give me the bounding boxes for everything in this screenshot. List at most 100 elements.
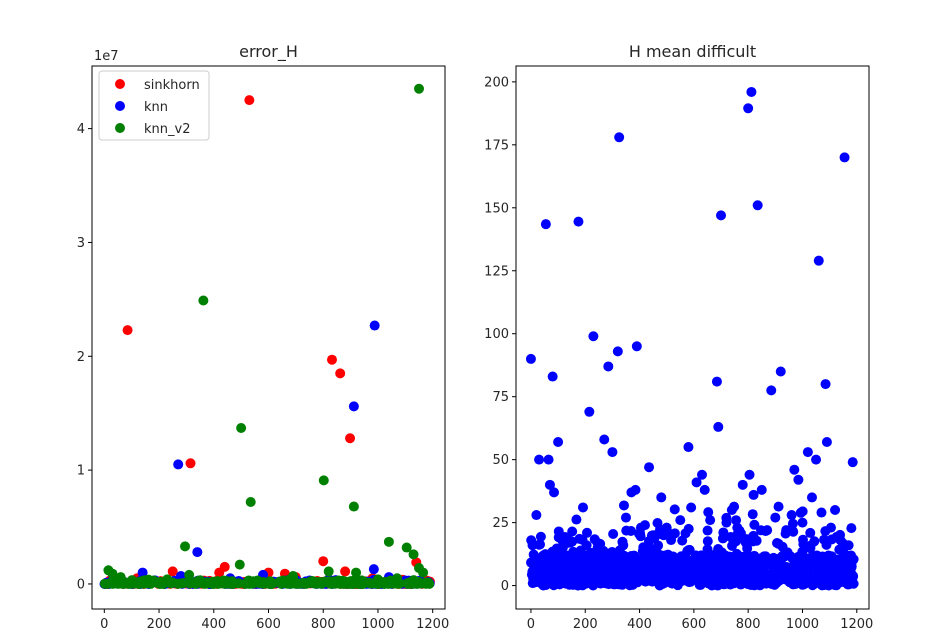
left-point-sinkhorn — [167, 566, 178, 577]
left-point-knn-v2 — [211, 576, 222, 587]
right-point-series — [756, 553, 767, 564]
right-point-series — [839, 152, 850, 163]
left-point-knn-v2 — [288, 570, 299, 581]
left-point-sinkhorn — [219, 561, 230, 572]
legend-label-knn-v2: knn_v2 — [144, 122, 190, 137]
right-point-series — [746, 86, 757, 97]
left-point-knn-v2 — [420, 578, 431, 589]
right-point-series — [621, 568, 632, 579]
left-series-knn — [99, 320, 435, 589]
left-y-tick-label: 4 — [77, 122, 85, 137]
right-chart-title: H mean difficult — [629, 42, 756, 61]
right-point-series — [578, 502, 588, 513]
right-point-series — [837, 554, 848, 565]
right-point-series — [817, 551, 828, 562]
right-y-tick-label: 75 — [492, 390, 509, 405]
right-point-series — [732, 522, 743, 533]
left-point-knn-v2 — [234, 559, 245, 570]
right-point-series — [683, 523, 694, 534]
right-point-series — [795, 507, 806, 518]
right-point-series — [730, 536, 741, 547]
right-point-series — [612, 346, 623, 357]
right-point-series — [599, 434, 610, 445]
right-point-series — [766, 385, 777, 396]
right-point-series — [724, 578, 735, 589]
right-point-series — [607, 447, 618, 458]
right-point-series — [749, 562, 760, 573]
right-point-series — [716, 210, 727, 221]
right-point-series — [657, 578, 668, 589]
right-point-series — [551, 563, 561, 574]
right-point-series — [699, 484, 710, 495]
right-point-series — [621, 525, 632, 536]
right-point-series — [613, 579, 624, 590]
right-point-series — [534, 539, 545, 550]
right-point-series — [801, 556, 812, 567]
right-point-series — [568, 564, 579, 575]
right-point-series — [603, 361, 614, 372]
left-point-knn-v2 — [252, 575, 263, 586]
right-point-series — [717, 547, 728, 558]
right-x-tick-label: 600 — [681, 617, 706, 632]
right-point-series — [639, 520, 650, 531]
left-y-offset-label: 1e7 — [94, 49, 119, 64]
left-x-tick-label: 600 — [256, 617, 281, 632]
right-y-tick-label: 175 — [484, 138, 509, 153]
left-point-knn-v2 — [298, 578, 309, 589]
left-x-tick-label: 400 — [201, 617, 226, 632]
right-point-series — [846, 523, 857, 534]
left-point-sinkhorn — [326, 354, 337, 365]
right-point-series — [813, 255, 824, 266]
left-point-knn-v2 — [180, 541, 191, 552]
right-point-series — [588, 331, 599, 342]
right-point-series — [788, 563, 799, 574]
right-point-series — [751, 535, 762, 546]
right-point-series — [781, 525, 792, 536]
right-point-series — [820, 379, 831, 390]
left-point-knn-v2 — [102, 578, 113, 589]
right-point-series — [741, 534, 752, 545]
left-point-knn-v2 — [372, 574, 383, 585]
left-point-knn-v2 — [184, 569, 195, 580]
left-legend: sinkhorn knn knn_v2 — [98, 70, 210, 141]
right-point-series — [802, 447, 813, 458]
right-point-series — [843, 540, 854, 551]
right-y-ticks: 0 25 50 75 100 125 150 175 200 — [484, 75, 516, 594]
right-x-tick-label: 200 — [573, 617, 598, 632]
legend-label-sinkhorn: sinkhorn — [144, 78, 200, 93]
right-point-series — [741, 566, 752, 577]
left-point-knn — [137, 567, 148, 578]
right-point-series — [746, 580, 757, 591]
right-point-series — [565, 556, 576, 567]
right-point-series — [571, 514, 582, 525]
left-point-knn-v2 — [392, 573, 403, 584]
legend-label-knn: knn — [144, 100, 168, 115]
right-point-series — [747, 509, 758, 520]
left-point-knn-v2 — [331, 576, 342, 587]
right-point-series — [797, 572, 808, 583]
right-point-series — [662, 549, 673, 560]
right-y-tick-label: 100 — [484, 327, 509, 342]
left-point-knn-v2 — [351, 567, 362, 578]
right-point-series — [643, 572, 654, 583]
left-point-sinkhorn — [185, 458, 196, 469]
left-point-sinkhorn — [345, 433, 356, 444]
right-point-series — [713, 565, 724, 576]
right-point-series — [702, 525, 713, 536]
left-point-knn-v2 — [236, 423, 247, 433]
right-point-series — [618, 500, 629, 511]
right-point-series — [737, 479, 748, 490]
right-point-series — [543, 556, 554, 567]
left-point-knn-v2 — [354, 578, 365, 589]
right-point-series — [631, 341, 642, 352]
left-point-knn-v2 — [261, 578, 272, 589]
right-point-series — [556, 550, 567, 561]
right-point-series — [684, 544, 695, 555]
left-data-points — [99, 83, 435, 589]
left-y-tick-label: 3 — [77, 236, 85, 251]
right-point-series — [828, 566, 839, 577]
right-x-ticks: 0 200 400 600 800 1000 1200 — [527, 609, 873, 632]
right-point-series — [669, 504, 680, 515]
right-point-series — [721, 517, 732, 528]
right-point-series — [549, 487, 560, 498]
